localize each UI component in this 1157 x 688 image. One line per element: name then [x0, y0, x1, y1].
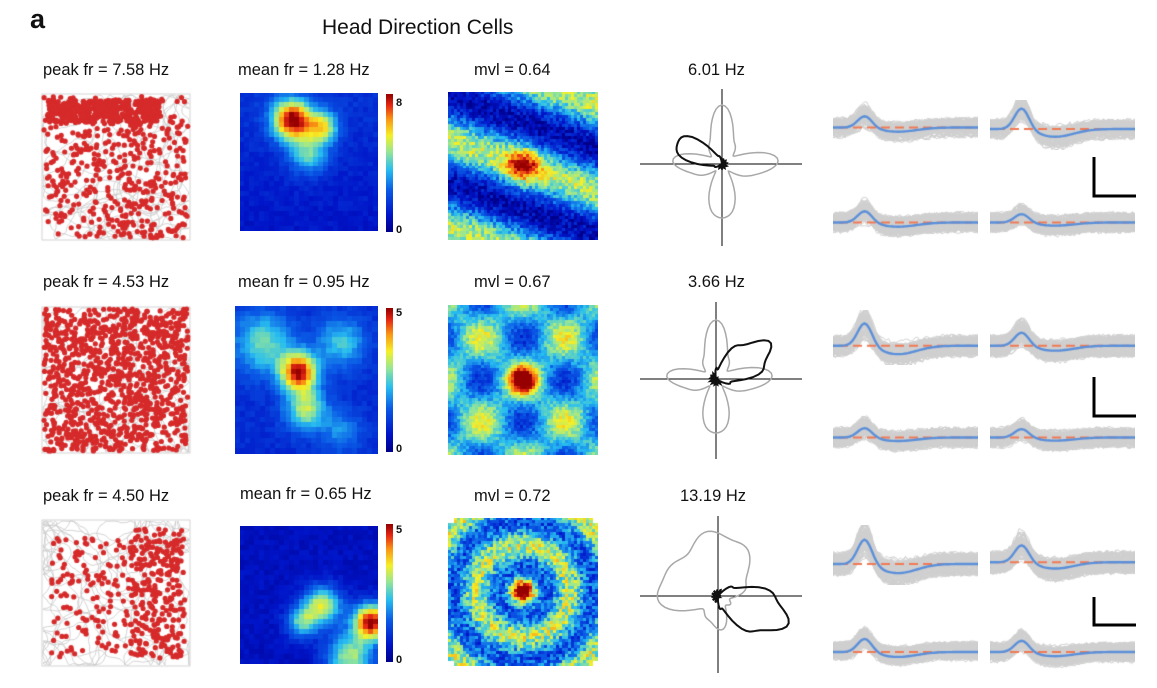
spike-trajectory-plot	[40, 305, 192, 455]
polar-reference-curve	[672, 104, 779, 219]
spatial-autocorrelogram	[448, 518, 598, 666]
peak-fr-label: peak fr = 7.58 Hz	[43, 61, 170, 79]
polar-peak-label: 3.66 Hz	[688, 273, 745, 291]
firing-rate-map	[240, 526, 378, 664]
colorbar-min-label: 0	[396, 654, 403, 666]
panel-letter: a	[30, 4, 46, 34]
waveform-plot	[990, 310, 1135, 365]
waveform-plot	[990, 410, 1135, 460]
waveform-plot	[990, 100, 1135, 150]
mean-fr-label: mean fr = 0.95 Hz	[238, 273, 370, 291]
spike-trajectory-plot	[40, 92, 192, 242]
polar-reference-curve	[666, 319, 773, 434]
mvl-label: mvl = 0.64	[474, 61, 551, 79]
colorbar	[386, 94, 393, 232]
polar-peak-label: 6.01 Hz	[688, 61, 745, 79]
colorbar-min-label: 0	[396, 224, 403, 236]
mean-fr-label: mean fr = 1.28 Hz	[238, 61, 370, 79]
scale-bar	[1092, 597, 1136, 627]
spatial-autocorrelogram	[448, 92, 598, 240]
figure-title: Head Direction Cells	[322, 16, 514, 39]
polar-peak-label: 13.19 Hz	[680, 487, 747, 505]
firing-rate-map	[235, 306, 378, 454]
colorbar-min-label: 0	[396, 443, 403, 455]
spike-trajectory-plot	[40, 518, 192, 668]
polar-reference-curve	[656, 530, 751, 631]
polar-tuning-curve	[675, 135, 730, 172]
waveform-plot	[833, 622, 978, 672]
polar-direction-plot	[640, 516, 802, 673]
waveform-plot	[833, 195, 978, 245]
scale-bar	[1092, 377, 1136, 418]
colorbar-max-label: 8	[396, 97, 403, 109]
spatial-autocorrelogram	[448, 305, 598, 455]
scale-bar	[1092, 157, 1136, 198]
polar-direction-plot	[640, 302, 802, 459]
waveform-plot	[990, 525, 1135, 585]
waveform-plot	[990, 195, 1135, 245]
waveform-plot	[990, 622, 1135, 672]
mvl-label: mvl = 0.67	[474, 273, 551, 291]
peak-fr-label: peak fr = 4.53 Hz	[43, 273, 170, 291]
colorbar-max-label: 5	[396, 307, 403, 319]
polar-tuning-curve	[710, 585, 790, 633]
colorbar-max-label: 5	[396, 524, 403, 536]
polar-tuning-curve	[707, 339, 773, 387]
firing-rate-map	[240, 93, 378, 231]
waveform-plot	[833, 100, 978, 150]
peak-fr-label: peak fr = 4.50 Hz	[43, 487, 170, 505]
waveform-plot	[833, 310, 978, 365]
mean-fr-label: mean fr = 0.65 Hz	[240, 485, 372, 503]
waveform-plot	[833, 410, 978, 460]
mvl-label: mvl = 0.72	[474, 487, 551, 505]
waveform-plot	[833, 525, 978, 585]
polar-direction-plot	[640, 89, 802, 246]
colorbar	[386, 308, 393, 452]
colorbar	[386, 524, 393, 662]
